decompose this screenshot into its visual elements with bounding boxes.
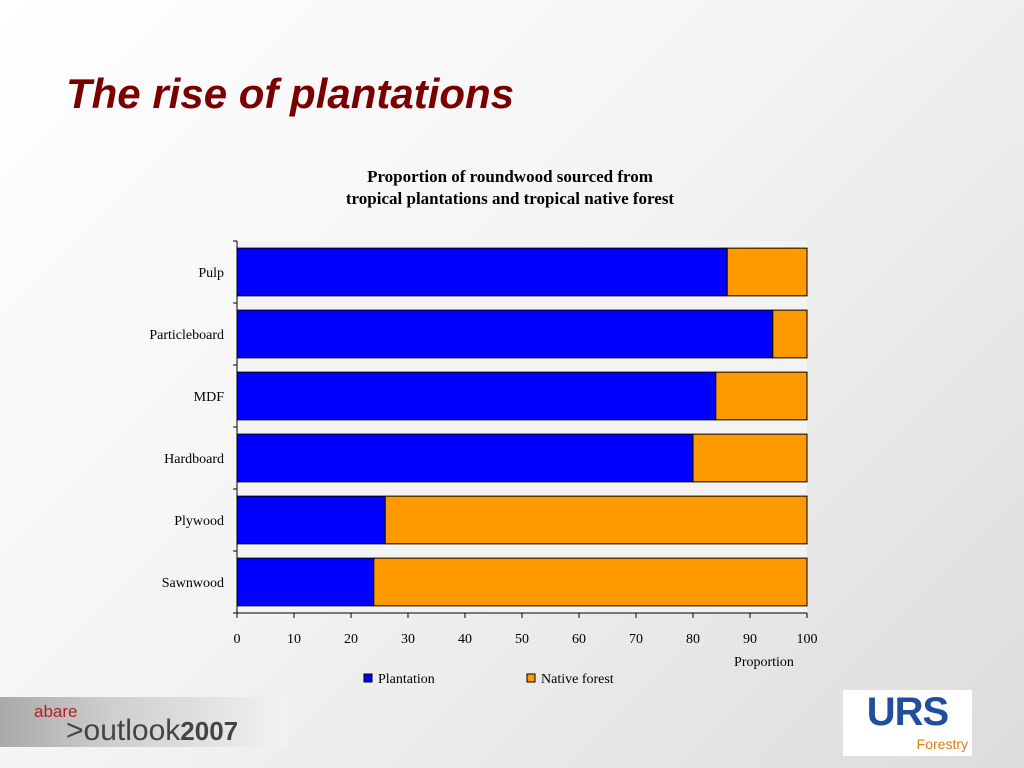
- x-tick-label-40: 40: [458, 632, 472, 647]
- category-label-pulp: Pulp: [198, 266, 224, 281]
- outlook-prefix: >: [66, 714, 84, 747]
- bar-plywood-native-forest: [384, 495, 808, 545]
- category-label-plywood: Plywood: [174, 514, 224, 529]
- chart-title-line-1: Proportion of roundwood sourced from: [367, 167, 653, 186]
- chart-title: Proportion of roundwood sourced from tro…: [260, 166, 760, 210]
- slide-title: The rise of plantations: [66, 70, 515, 117]
- bar-pulp-plantation: [236, 247, 728, 297]
- urs-logo: URS Forestry: [843, 690, 972, 756]
- outlook-logo: >outlook2007: [66, 714, 238, 748]
- footer-banner: [0, 697, 288, 747]
- bar-sawnwood-native-forest: [373, 557, 808, 607]
- category-label-hardboard: Hardboard: [164, 452, 224, 467]
- legend-swatch-plantation: [363, 673, 373, 683]
- x-axis-label: Proportion: [734, 655, 794, 670]
- plot-area: [237, 241, 807, 613]
- x-tick-label-80: 80: [686, 632, 700, 647]
- legend-swatch-native-forest: [526, 673, 536, 683]
- urs-forestry-text: Forestry: [916, 736, 968, 752]
- x-tick-label-70: 70: [629, 632, 643, 647]
- bar-particleboard-native-forest: [772, 309, 808, 359]
- bar-plywood-plantation: [236, 495, 386, 545]
- category-label-mdf: MDF: [194, 390, 225, 405]
- category-label-particleboard: Particleboard: [149, 328, 224, 343]
- stacked-bar-chart: Pulp Particleboard MDF Hardboard Plywood Sawn…: [149, 240, 818, 687]
- legend-label-native-forest: Native forest: [541, 672, 614, 687]
- bar-particleboard-plantation: [236, 309, 774, 359]
- x-tick-label-100: 100: [797, 632, 818, 647]
- legend-label-plantation: Plantation: [378, 672, 435, 687]
- x-tick-label-10: 10: [287, 632, 301, 647]
- abare-logo-text: abare: [34, 702, 78, 721]
- chart-title-line-2: tropical plantations and tropical native…: [345, 189, 675, 208]
- bar-hardboard-native-forest: [692, 433, 808, 483]
- x-tick-label-90: 90: [743, 632, 757, 647]
- x-tick-label-30: 30: [401, 632, 415, 647]
- bar-pulp-native-forest: [726, 247, 808, 297]
- outlook-word: outlook: [83, 714, 181, 747]
- category-label-sawnwood: Sawnwood: [162, 576, 224, 591]
- x-tick-label-50: 50: [515, 632, 529, 647]
- bar-mdf-plantation: [236, 371, 717, 421]
- x-tick-label-0: 0: [234, 632, 241, 647]
- bar-hardboard-plantation: [236, 433, 694, 483]
- bar-mdf-native-forest: [715, 371, 808, 421]
- x-tick-label-60: 60: [572, 632, 586, 647]
- urs-logo-text: URS: [866, 690, 949, 734]
- outlook-year: 2007: [180, 716, 239, 746]
- bar-sawnwood-plantation: [236, 557, 375, 607]
- x-tick-label-20: 20: [344, 632, 358, 647]
